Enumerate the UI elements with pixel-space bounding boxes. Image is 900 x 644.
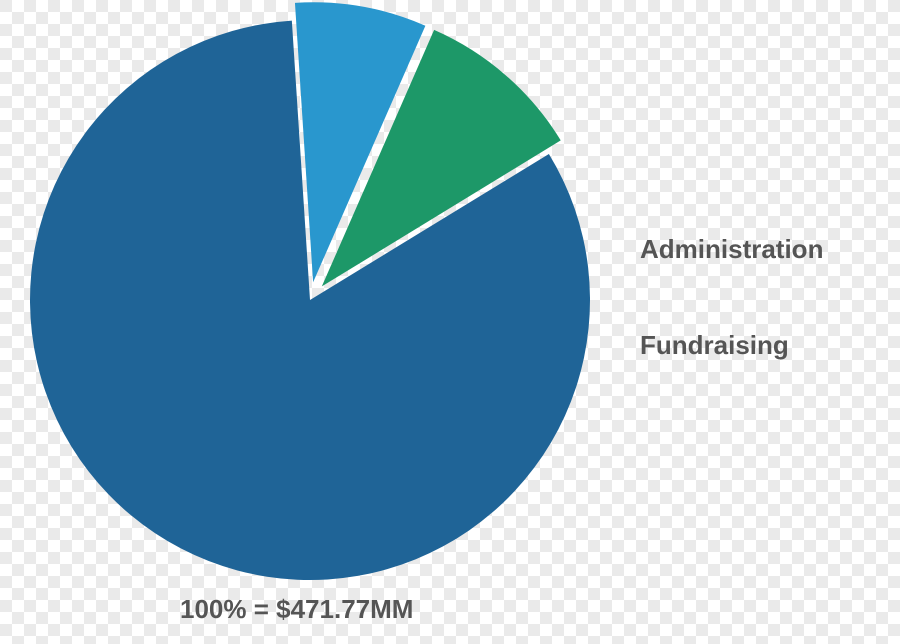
pie-svg: [0, 0, 900, 644]
expense-pie-chart: Program Expenses 82.7% 7.6% 9.7% Adminis…: [0, 0, 900, 644]
